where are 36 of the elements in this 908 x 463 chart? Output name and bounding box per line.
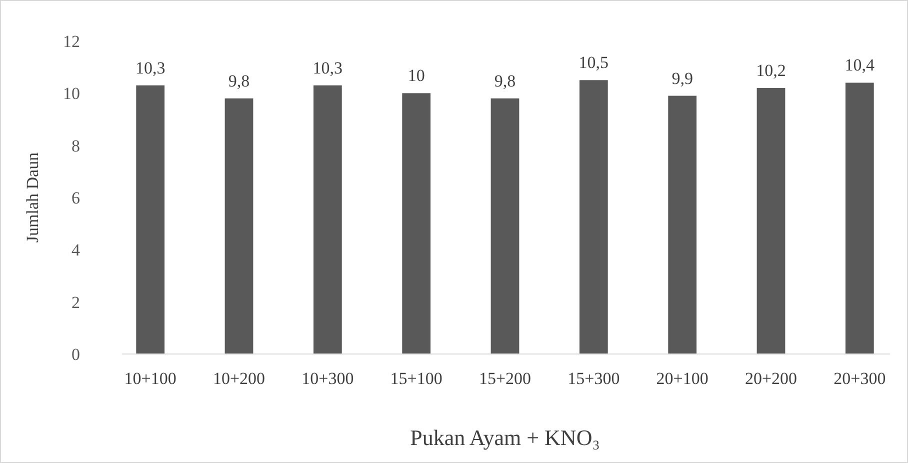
bar — [490, 98, 520, 354]
bar — [668, 96, 697, 354]
x-tick-label: 10+300 — [302, 369, 354, 388]
bar — [756, 88, 786, 354]
y-tick-label: 4 — [72, 240, 80, 260]
x-tick-label: 20+100 — [656, 369, 708, 388]
y-tick-label: 8 — [72, 136, 80, 156]
bar — [136, 85, 165, 354]
x-tick-label: 15+100 — [390, 369, 442, 388]
x-axis-title: Pukan Ayam + KNO₃ — [410, 425, 600, 450]
y-tick-label: 0 — [72, 344, 80, 364]
y-tick-label: 6 — [72, 188, 80, 208]
y-tick-label: 12 — [63, 32, 80, 51]
data-label: 10,3 — [135, 58, 166, 78]
data-label: 9,9 — [672, 68, 693, 88]
bar — [579, 80, 608, 354]
data-label: 9,8 — [228, 71, 250, 90]
x-tick-label: 10+100 — [124, 369, 176, 388]
data-label: 9,8 — [494, 71, 516, 90]
y-tick-label: 2 — [72, 292, 80, 312]
data-label: 10,4 — [844, 56, 876, 75]
y-tick-label: 10 — [63, 84, 80, 104]
y-axis-title: Jumlah Daun — [23, 152, 42, 243]
bar — [313, 85, 342, 354]
data-label: 10 — [408, 66, 425, 86]
bar — [845, 82, 874, 354]
x-tick-label: 10+200 — [212, 369, 266, 388]
bar — [224, 98, 254, 354]
bar — [402, 93, 431, 354]
x-tick-label: 15+300 — [568, 369, 620, 388]
data-label: 10,2 — [756, 60, 786, 80]
data-label: 10,5 — [578, 53, 609, 72]
x-tick-label: 20+300 — [834, 369, 886, 388]
x-tick-label: 15+200 — [478, 369, 532, 388]
data-label: 10,3 — [312, 58, 343, 78]
x-tick-label: 20+200 — [744, 369, 798, 388]
